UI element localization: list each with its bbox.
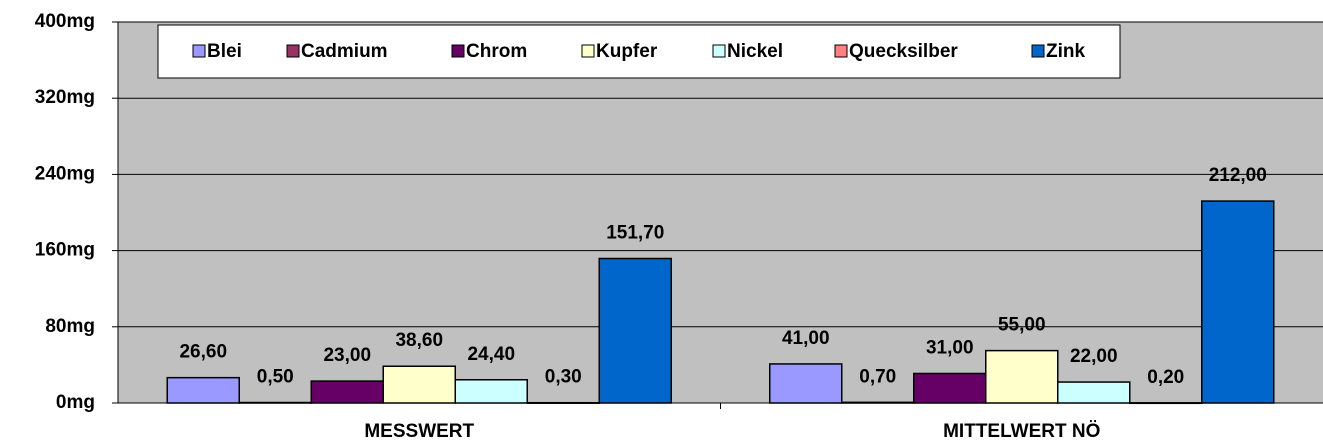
value-label: 38,60 <box>395 330 443 351</box>
legend-swatch <box>1031 44 1045 58</box>
legend-swatch <box>581 44 595 58</box>
bar <box>769 363 843 404</box>
bar <box>238 401 312 404</box>
bar <box>310 380 384 404</box>
bar <box>1129 402 1203 405</box>
y-tick-label: 320mg <box>35 87 95 108</box>
value-label: 151,70 <box>606 223 664 244</box>
value-label: 41,00 <box>782 328 830 349</box>
x-tick-label: MITTELWERT NÖ <box>943 421 1100 442</box>
bar <box>166 376 240 404</box>
bar <box>454 379 528 404</box>
legend-swatch <box>834 44 848 58</box>
bar <box>382 365 456 404</box>
legend-swatch <box>192 44 206 58</box>
y-tick-label: 160mg <box>35 240 95 261</box>
value-label: 212,00 <box>1209 165 1267 186</box>
y-tick-label: 400mg <box>35 11 95 32</box>
value-label: 26,60 <box>179 342 227 363</box>
bar <box>913 372 987 404</box>
value-label: 0,50 <box>257 367 294 388</box>
legend-swatch <box>712 44 726 58</box>
value-label: 0,30 <box>545 367 582 388</box>
y-tick-label: 240mg <box>35 163 95 184</box>
bar <box>841 401 915 404</box>
legend-label: Quecksilber <box>849 41 958 62</box>
legend-label: Nickel <box>727 41 783 62</box>
legend-label: Chrom <box>466 41 527 62</box>
legend-label: Zink <box>1046 41 1085 62</box>
legend-swatch <box>451 44 465 58</box>
bar <box>1201 200 1275 404</box>
value-label: 0,20 <box>1147 367 1184 388</box>
legend-label: Kupfer <box>596 41 658 62</box>
value-label: 55,00 <box>998 315 1046 336</box>
value-label: 0,70 <box>859 366 896 387</box>
value-label: 24,40 <box>467 344 515 365</box>
value-label: 23,00 <box>323 345 371 366</box>
y-tick-label: 80mg <box>45 316 95 337</box>
legend-label: Cadmium <box>301 41 388 62</box>
bar <box>526 401 600 404</box>
y-tick-label: 0mg <box>56 392 95 413</box>
plot-area <box>118 22 1323 403</box>
value-label: 22,00 <box>1070 346 1118 367</box>
bar <box>1057 381 1131 404</box>
legend <box>157 24 1121 79</box>
x-tick-label: MESSWERT <box>364 421 474 442</box>
legend-label: Blei <box>207 41 242 62</box>
legend-swatch <box>286 44 300 58</box>
value-label: 31,00 <box>926 337 974 358</box>
bar <box>598 257 672 404</box>
bar <box>985 349 1059 404</box>
